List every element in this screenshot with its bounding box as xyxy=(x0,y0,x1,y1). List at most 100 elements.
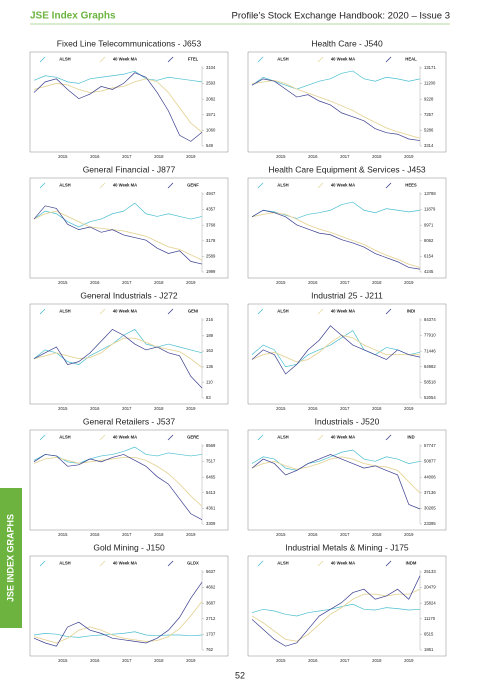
legend-label: 40 Week MA xyxy=(113,309,137,314)
legend-label: 40 Week MA xyxy=(331,57,355,62)
x-tick-label: 2018 xyxy=(372,658,382,663)
series-line xyxy=(251,201,421,219)
x-tick-label: 2016 xyxy=(90,532,100,537)
legend-label: ALSH xyxy=(277,561,288,566)
series-line xyxy=(251,70,421,90)
chart-frame xyxy=(29,303,229,405)
y-tick-label: 20479 xyxy=(424,585,436,590)
y-tick-label: 13171 xyxy=(424,65,436,70)
series-line xyxy=(33,601,203,644)
y-tick-label: 7517 xyxy=(206,459,216,464)
y-tick-label: 136 xyxy=(206,364,214,369)
legend-label: HEAL xyxy=(405,57,417,62)
side-tab-label: JSE INDEX GRAPHS xyxy=(5,514,15,602)
legend-label: 40 Week MA xyxy=(113,435,137,440)
series-line xyxy=(251,454,421,510)
legend-swatch xyxy=(39,560,46,567)
series-line xyxy=(33,72,203,142)
series-line xyxy=(33,631,203,638)
legend-label: ALSH xyxy=(59,561,70,566)
y-tick-label: 1737 xyxy=(206,632,216,637)
series-line xyxy=(33,202,203,228)
legend-label: GENI xyxy=(188,309,198,314)
series-line xyxy=(33,205,203,265)
x-tick-label: 2015 xyxy=(58,658,68,663)
legend-swatch xyxy=(385,182,392,189)
y-tick-label: 163 xyxy=(206,348,214,353)
y-tick-label: 3309 xyxy=(206,521,216,526)
chart-frame xyxy=(247,555,447,657)
y-tick-label: 3687 xyxy=(206,600,216,605)
x-tick-label: 2017 xyxy=(122,154,132,159)
y-tick-label: 7257 xyxy=(424,112,434,117)
legend-label: 40 Week MA xyxy=(113,57,137,62)
y-tick-label: 189 xyxy=(206,333,214,338)
x-tick-label: 2019 xyxy=(186,532,196,537)
legend-label: ALSH xyxy=(277,435,288,440)
chart-frame xyxy=(29,177,229,279)
chart-title: Health Care - J540 xyxy=(311,38,383,48)
legend-swatch xyxy=(317,308,324,315)
legend-swatch xyxy=(317,182,324,189)
y-tick-label: 4947 xyxy=(206,191,216,196)
y-tick-label: 762 xyxy=(206,647,214,652)
legend-swatch xyxy=(385,56,392,63)
chart-title: Fixed Line Telecommunications - J653 xyxy=(57,38,202,48)
x-tick-label: 2015 xyxy=(58,154,68,159)
x-tick-label: 2016 xyxy=(308,532,318,537)
y-tick-label: 8569 xyxy=(206,443,216,448)
legend-label: FTEL xyxy=(188,57,199,62)
legend-label: ALSH xyxy=(59,57,70,62)
y-tick-label: 50877 xyxy=(424,459,436,464)
x-tick-label: 2017 xyxy=(122,406,132,411)
legend-label: HEES xyxy=(405,183,417,188)
y-tick-label: 57747 xyxy=(424,443,436,448)
legend-swatch xyxy=(167,434,174,441)
y-tick-label: 83 xyxy=(206,395,211,400)
x-tick-label: 2018 xyxy=(154,154,164,159)
legend-swatch xyxy=(317,434,324,441)
series-line xyxy=(33,337,203,368)
series-line xyxy=(251,449,421,471)
x-tick-label: 2015 xyxy=(276,532,286,537)
x-tick-label: 2017 xyxy=(340,532,350,537)
legend-label: GENF xyxy=(187,183,199,188)
legend-label: ALSH xyxy=(277,57,288,62)
header-right: Profile’s Stock Exchange Handbook: 2020 … xyxy=(232,11,450,22)
y-tick-label: 6465 xyxy=(206,474,216,479)
series-line xyxy=(251,334,420,363)
y-tick-label: 15824 xyxy=(424,600,436,605)
y-tick-label: 25133 xyxy=(424,569,436,574)
y-tick-label: 3104 xyxy=(206,65,216,70)
x-tick-label: 2015 xyxy=(276,280,286,285)
legend-swatch xyxy=(39,56,46,63)
legend-swatch xyxy=(385,308,392,315)
series-line xyxy=(251,325,421,375)
x-tick-label: 2018 xyxy=(154,280,164,285)
chart-title: Industrial 25 - J211 xyxy=(311,290,383,300)
x-tick-label: 2018 xyxy=(372,406,382,411)
chart-frame xyxy=(247,303,447,405)
legend-swatch xyxy=(317,56,324,63)
x-tick-label: 2015 xyxy=(58,532,68,537)
y-tick-label: 4245 xyxy=(424,269,434,274)
legend-swatch xyxy=(39,308,46,315)
legend-label: ALSH xyxy=(277,183,288,188)
x-tick-label: 2016 xyxy=(90,406,100,411)
x-tick-label: 2016 xyxy=(90,154,100,159)
legend-swatch xyxy=(257,560,264,567)
legend-swatch xyxy=(257,182,264,189)
y-tick-label: 11200 xyxy=(424,81,436,86)
y-tick-label: 216 xyxy=(206,317,214,322)
x-tick-label: 2019 xyxy=(404,658,414,663)
legend-label: 40 Week MA xyxy=(331,309,355,314)
series-line xyxy=(251,330,421,368)
chart-frame xyxy=(247,51,447,153)
x-tick-label: 2018 xyxy=(154,658,164,663)
x-tick-label: 2018 xyxy=(154,532,164,537)
x-tick-label: 2015 xyxy=(276,154,286,159)
y-tick-label: 2712 xyxy=(206,616,216,621)
x-tick-label: 2016 xyxy=(308,280,318,285)
y-tick-label: 1999 xyxy=(206,269,216,274)
